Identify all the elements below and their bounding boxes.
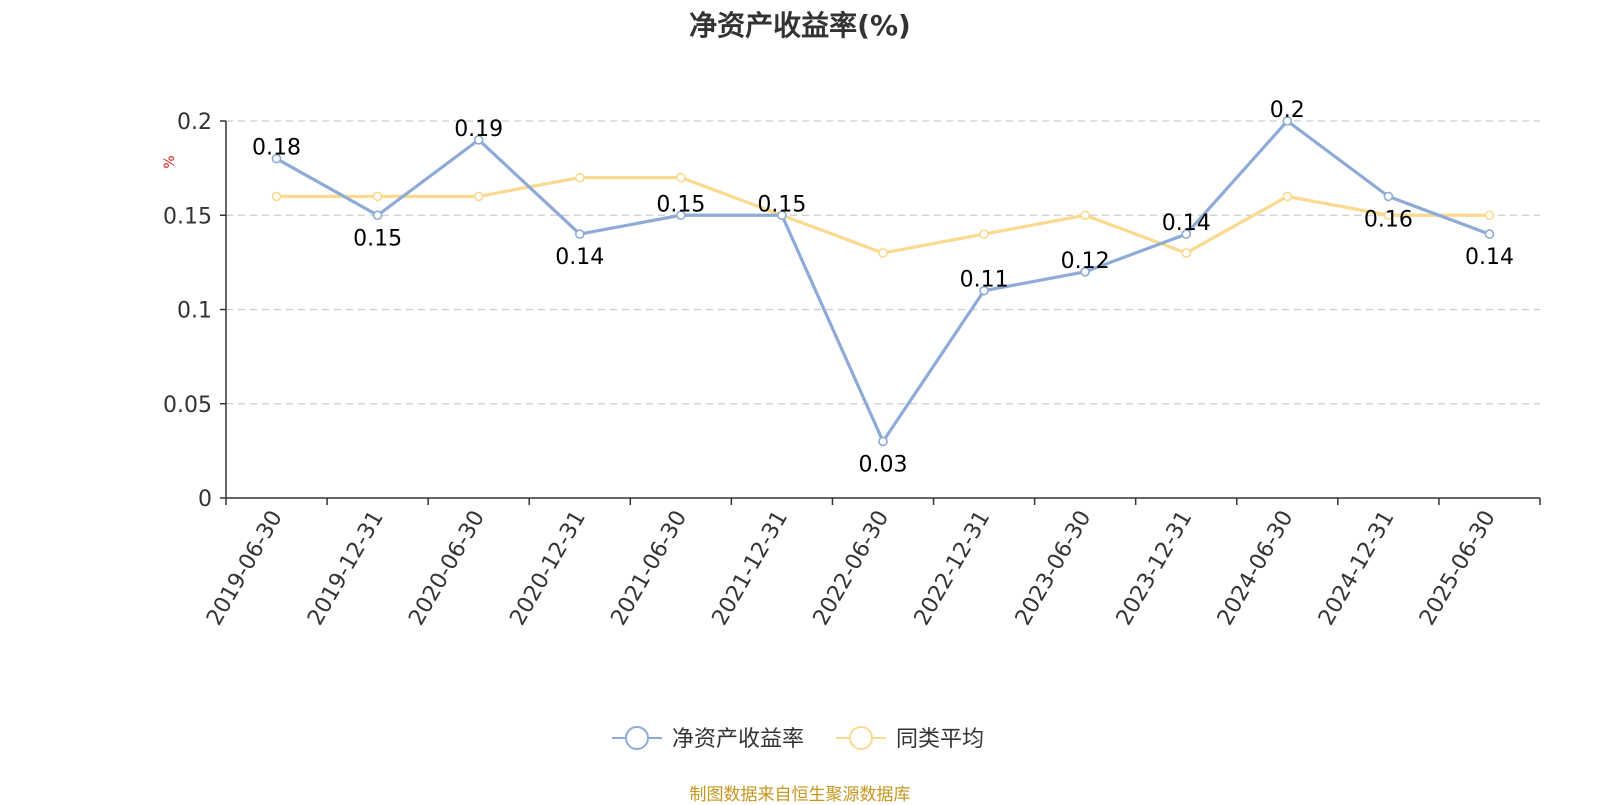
series-0-point-4 — [676, 210, 686, 221]
series-line-0 — [275, 119, 1491, 444]
series-1-point-0 — [271, 191, 282, 202]
data-label-11: 0.16 — [1364, 207, 1413, 232]
series-1-point-10 — [1282, 191, 1293, 202]
series-1-point-9 — [1181, 248, 1192, 258]
y-tick-label-1: 0.05 — [163, 393, 212, 418]
legend-item-1: 同类平均 — [836, 726, 984, 752]
data-label-3: 0.14 — [555, 245, 604, 270]
series-0-point-3 — [574, 229, 585, 239]
x-tick-label-0: 2019-06-30 — [202, 507, 288, 630]
series-1-point-2 — [473, 191, 484, 202]
legend-label-1: 同类平均 — [896, 727, 984, 752]
series-1-point-12 — [1484, 210, 1495, 221]
series-0-point-2 — [473, 135, 484, 145]
data-label-9: 0.14 — [1162, 211, 1211, 236]
legend: 净资产收益率 同类平均 — [612, 726, 984, 752]
x-tick-label-10: 2024-06-30 — [1213, 507, 1299, 630]
data-label-12: 0.14 — [1465, 245, 1514, 270]
x-tick-label-8: 2023-06-30 — [1011, 507, 1097, 630]
series-0-point-12 — [1484, 229, 1495, 239]
x-tick-label-9: 2023-12-31 — [1112, 507, 1198, 630]
series-1-point-6 — [878, 248, 888, 258]
data-label-10: 0.2 — [1270, 98, 1305, 123]
data-label-layer: 0.18 0.15 0.19 0.14 0.15 0.15 0.03 0.11 0.12 0.14… — [252, 98, 1514, 477]
series-0-point-6 — [878, 436, 888, 447]
x-tick-label-5: 2021-12-31 — [708, 507, 794, 630]
series-1-point-3 — [574, 172, 585, 183]
y-tick-label-0: 0 — [198, 487, 212, 512]
data-label-5: 0.15 — [757, 192, 806, 217]
data-label-4: 0.15 — [656, 192, 705, 217]
chart-title: 净资产收益率(%) — [689, 9, 911, 42]
x-tick-label-11: 2024-12-31 — [1314, 507, 1400, 630]
series-1-point-1 — [372, 191, 383, 202]
x-tick-label-4: 2021-06-30 — [606, 507, 692, 630]
y-tick-label-3: 0.15 — [163, 204, 212, 229]
series-0-point-0 — [271, 153, 282, 164]
series-0-point-11 — [1383, 191, 1394, 202]
x-tick-label-12: 2025-06-30 — [1415, 507, 1501, 630]
data-label-6: 0.03 — [859, 452, 908, 477]
legend-label-0: 净资产收益率 — [672, 727, 804, 752]
data-label-8: 0.12 — [1061, 249, 1110, 274]
series-0-point-9 — [1181, 229, 1192, 239]
series-1-point-8 — [1080, 210, 1090, 221]
legend-marker-0 — [625, 726, 649, 750]
series-0-point-10 — [1282, 116, 1293, 126]
series-0-point-5 — [777, 210, 787, 221]
data-label-1: 0.15 — [353, 226, 402, 251]
legend-item-0: 净资产收益率 — [612, 726, 804, 752]
grid-layer — [226, 120, 1540, 405]
data-label-7: 0.11 — [960, 268, 1009, 293]
series-0-point-7 — [979, 285, 989, 296]
y-tick-label-4: 0.2 — [177, 110, 212, 135]
x-tick-label-7: 2022-12-31 — [910, 507, 996, 630]
legend-marker-1 — [849, 726, 873, 750]
series-1-point-7 — [979, 229, 989, 239]
data-label-2: 0.19 — [454, 117, 503, 142]
data-label-0: 0.18 — [252, 136, 301, 161]
x-tick-label-2: 2020-06-30 — [404, 507, 490, 630]
series-1-point-11 — [1383, 210, 1394, 221]
series-0-point-8 — [1080, 266, 1090, 277]
x-tick-label-3: 2020-12-31 — [505, 507, 591, 630]
x-tick-label-6: 2022-06-30 — [809, 507, 895, 630]
y-axis-label: % — [162, 155, 178, 168]
source-note: 制图数据来自恒生聚源数据库 — [689, 785, 911, 805]
y-tick-label-2: 0.1 — [177, 299, 212, 324]
series-1-point-4 — [676, 172, 686, 183]
series-layer — [271, 116, 1495, 447]
series-0-point-1 — [372, 210, 383, 221]
x-tick-label-1: 2019-12-31 — [303, 507, 389, 630]
